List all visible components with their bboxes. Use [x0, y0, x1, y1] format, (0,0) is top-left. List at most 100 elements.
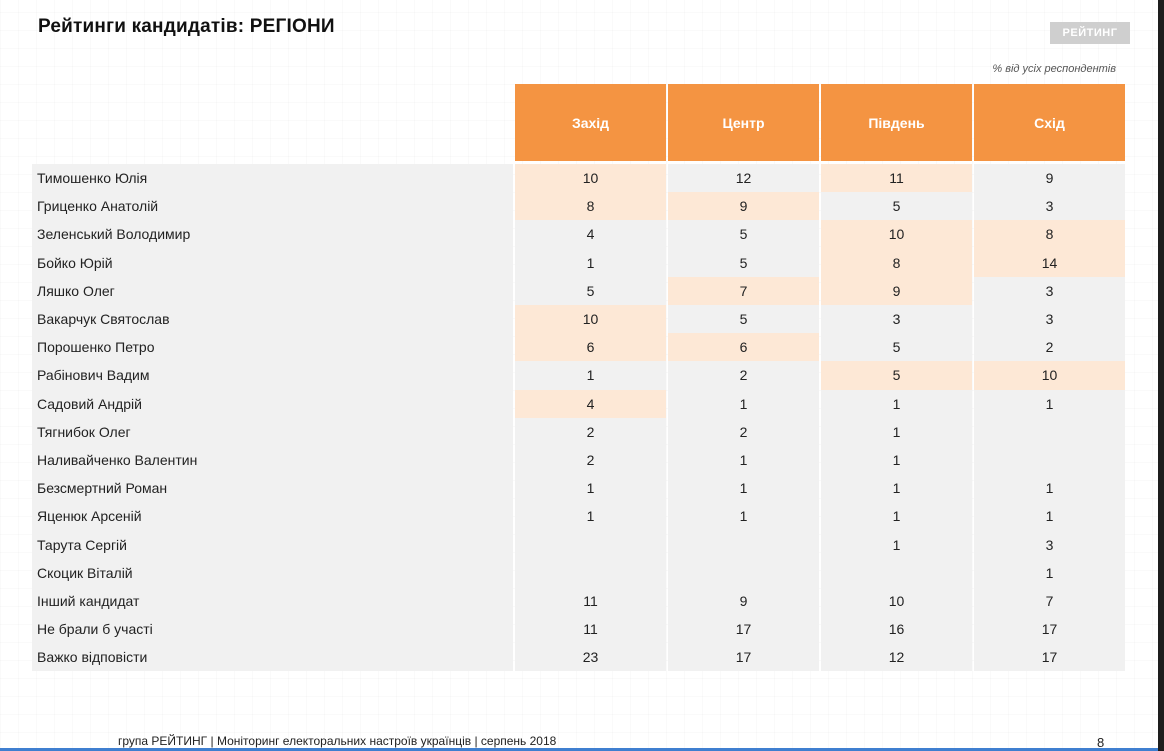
value-cell: 10 [821, 586, 972, 615]
table-row: Зеленський Володимир 4 5 10 8 [32, 220, 1125, 249]
value-cell: 10 [515, 304, 666, 334]
value-cell: 10 [515, 164, 666, 193]
candidate-name: Ляшко Олег [32, 276, 513, 305]
value-cell: 1 [821, 389, 972, 418]
unit-note: % від усіх респондентів [992, 63, 1116, 75]
value-cell: 16 [821, 615, 972, 644]
candidate-name: Гриценко Анатолій [32, 192, 513, 221]
table-row: Рабінович Вадим 1 2 5 10 [32, 361, 1125, 390]
candidate-name: Яценюк Арсеній [32, 502, 513, 531]
value-cell: 5 [821, 333, 972, 362]
page-title: Рейтинги кандидатів: РЕГІОНИ [38, 16, 335, 37]
value-cell: 6 [668, 333, 819, 362]
table-header-row: Захід Центр Південь Схід [32, 84, 1125, 161]
value-cell: 7 [668, 276, 819, 305]
table-row: Вакарчук Святослав 10 5 3 3 [32, 304, 1125, 334]
value-cell: 1 [821, 502, 972, 531]
value-cell: 1 [668, 474, 819, 503]
value-cell: 17 [668, 643, 819, 672]
table-row: Наливайченко Валентин 2 1 1 [32, 445, 1125, 475]
value-cell: 1 [974, 474, 1125, 503]
value-cell: 3 [974, 192, 1125, 221]
column-header-center: Центр [668, 84, 819, 161]
table-row: Тарута Сергій 1 3 [32, 530, 1125, 559]
table-row: Яценюк Арсеній 1 1 1 1 [32, 502, 1125, 531]
table-row: Скоцик Віталій 1 [32, 558, 1125, 587]
value-cell: 5 [668, 248, 819, 277]
candidate-name: Рабінович Вадим [32, 361, 513, 390]
value-cell: 8 [821, 248, 972, 277]
candidate-name: Бойко Юрій [32, 248, 513, 277]
value-cell: 1 [974, 502, 1125, 531]
header-empty-cell [32, 84, 513, 161]
value-cell: 10 [821, 220, 972, 249]
value-cell: 3 [821, 304, 972, 334]
rating-logo: РЕЙТИНГ [1050, 22, 1130, 44]
value-cell: 9 [974, 164, 1125, 193]
value-cell: 23 [515, 643, 666, 672]
value-cell: 5 [821, 192, 972, 221]
value-cell: 3 [974, 276, 1125, 305]
value-cell [515, 530, 666, 559]
candidate-name: Вакарчук Святослав [32, 304, 513, 334]
table-row: Садовий Андрій 4 1 1 1 [32, 389, 1125, 418]
value-cell [668, 530, 819, 559]
value-cell: 12 [668, 164, 819, 193]
value-cell: 5 [668, 220, 819, 249]
value-cell: 1 [821, 474, 972, 503]
value-cell [515, 558, 666, 587]
value-cell [974, 417, 1125, 446]
page-number: 8 [1097, 735, 1105, 750]
value-cell: 4 [515, 389, 666, 418]
table-row: Не брали б участі 11 17 16 17 [32, 615, 1125, 644]
value-cell [821, 558, 972, 587]
value-cell: 1 [821, 530, 972, 559]
candidate-name: Важко відповісти [32, 643, 513, 672]
value-cell: 8 [515, 192, 666, 221]
value-cell: 1 [515, 502, 666, 531]
candidate-name: Наливайченко Валентин [32, 445, 513, 475]
table-row: Тимошенко Юлія 10 12 11 9 [32, 164, 1125, 193]
column-header-south: Південь [821, 84, 972, 161]
value-cell: 11 [515, 586, 666, 615]
value-cell: 17 [974, 643, 1125, 672]
value-cell: 2 [974, 333, 1125, 362]
candidate-name: Зеленський Володимир [32, 220, 513, 249]
value-cell: 17 [668, 615, 819, 644]
value-cell: 6 [515, 333, 666, 362]
value-cell: 9 [668, 586, 819, 615]
candidate-name: Садовий Андрій [32, 389, 513, 418]
value-cell [974, 445, 1125, 475]
candidate-name: Скоцик Віталій [32, 558, 513, 587]
value-cell: 2 [515, 417, 666, 446]
column-header-west: Захід [515, 84, 666, 161]
candidate-name: Не брали б участі [32, 615, 513, 644]
table-row: Ляшко Олег 5 7 9 3 [32, 276, 1125, 305]
value-cell: 7 [974, 586, 1125, 615]
value-cell: 1 [515, 361, 666, 390]
value-cell: 2 [668, 361, 819, 390]
value-cell: 1 [668, 445, 819, 475]
value-cell: 1 [668, 389, 819, 418]
value-cell: 1 [974, 558, 1125, 587]
table-body: Тимошенко Юлія 10 12 11 9 Гриценко Анатолій 8 9… [32, 164, 1125, 672]
value-cell: 2 [515, 445, 666, 475]
footer-text: група РЕЙТИНГ | Моніторинг електоральних… [118, 734, 557, 748]
value-cell: 9 [821, 276, 972, 305]
candidate-name: Тягнибок Олег [32, 417, 513, 446]
table-row: Інший кандидат 11 9 10 7 [32, 586, 1125, 615]
value-cell: 5 [515, 276, 666, 305]
value-cell [668, 558, 819, 587]
value-cell: 3 [974, 530, 1125, 559]
value-cell: 1 [821, 445, 972, 475]
value-cell: 14 [974, 248, 1125, 277]
value-cell: 11 [821, 164, 972, 193]
table-row: Порошенко Петро 6 6 5 2 [32, 333, 1125, 362]
value-cell: 1 [668, 502, 819, 531]
candidate-name: Тарута Сергій [32, 530, 513, 559]
candidate-name: Тимошенко Юлія [32, 164, 513, 193]
regions-table: Захід Центр Південь Схід Тимошенко Юлія 1… [30, 84, 1127, 672]
column-header-east: Схід [974, 84, 1125, 161]
value-cell: 1 [821, 417, 972, 446]
